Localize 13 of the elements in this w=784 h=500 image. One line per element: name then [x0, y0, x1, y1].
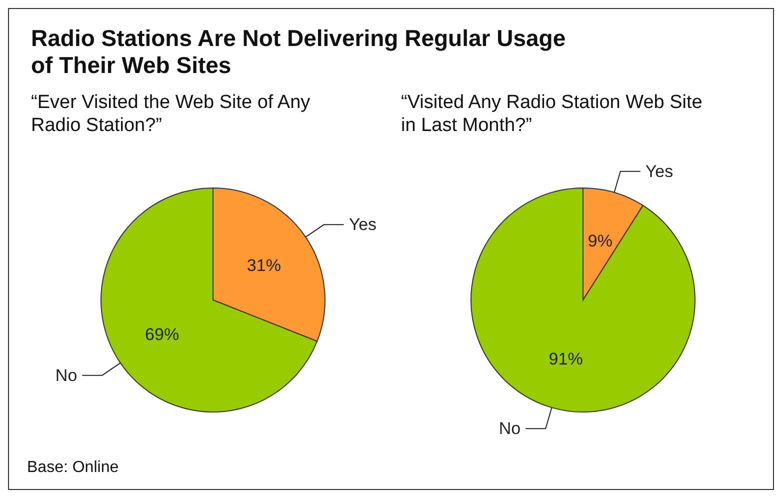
chart-subtitle: “Ever Visited the Web Site of Any Radio Station?” [30, 91, 312, 138]
data-label: 91% [548, 350, 583, 369]
text: Base: Online [27, 459, 119, 477]
data-label: 31% [246, 256, 281, 275]
data-label: 9% [588, 231, 612, 250]
chart-title: Radio Stations Are Not Delivering Regular Usage of Their Web Sites [30, 24, 567, 79]
slice-label: No [55, 366, 78, 385]
chart-subtitle: “Visited Any Radio Station Web Site in Last Month?” [400, 91, 704, 138]
pie-slice [470, 188, 696, 412]
slice-label: Yes [645, 162, 674, 181]
slice-label: Yes [348, 215, 377, 234]
slice-label: No [498, 419, 521, 438]
data-label: 69% [145, 325, 180, 344]
